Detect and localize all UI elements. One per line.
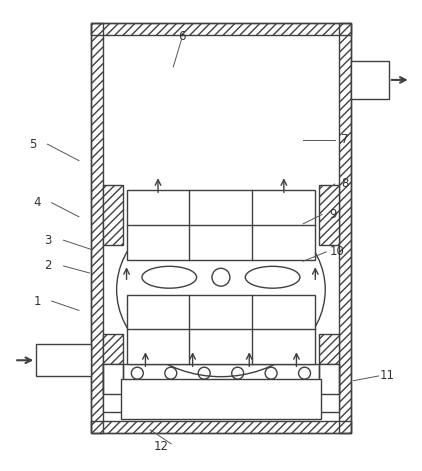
Bar [36,344,91,376]
Bar [339,23,351,433]
Text: 8: 8 [341,178,349,190]
Text: 2: 2 [44,260,51,272]
Bar [91,421,351,433]
Bar [319,364,339,412]
Bar [127,190,315,260]
Bar [103,185,122,245]
Bar [319,185,339,245]
Bar [319,334,339,394]
Bar [91,23,103,433]
Text: 7: 7 [341,133,349,146]
Bar [103,334,122,394]
Text: 6: 6 [178,30,185,43]
Text: 4: 4 [33,196,41,209]
Bar [91,23,351,35]
Bar [339,23,351,433]
Bar [103,364,339,394]
Text: 11: 11 [379,369,395,382]
Text: 1: 1 [33,294,41,308]
Text: 5: 5 [29,138,37,151]
Text: 9: 9 [329,208,336,221]
Bar [91,23,351,433]
Bar [319,334,339,394]
Bar [103,334,122,394]
Bar [91,23,351,35]
Bar [91,23,103,433]
Bar [319,185,339,245]
Text: 3: 3 [44,234,51,247]
Bar [121,379,321,419]
Bar [351,61,389,99]
Bar [91,421,351,433]
Bar [127,295,315,364]
Text: 10: 10 [329,245,344,259]
Bar [103,185,122,245]
Text: 12: 12 [153,440,168,453]
Bar [103,364,122,412]
